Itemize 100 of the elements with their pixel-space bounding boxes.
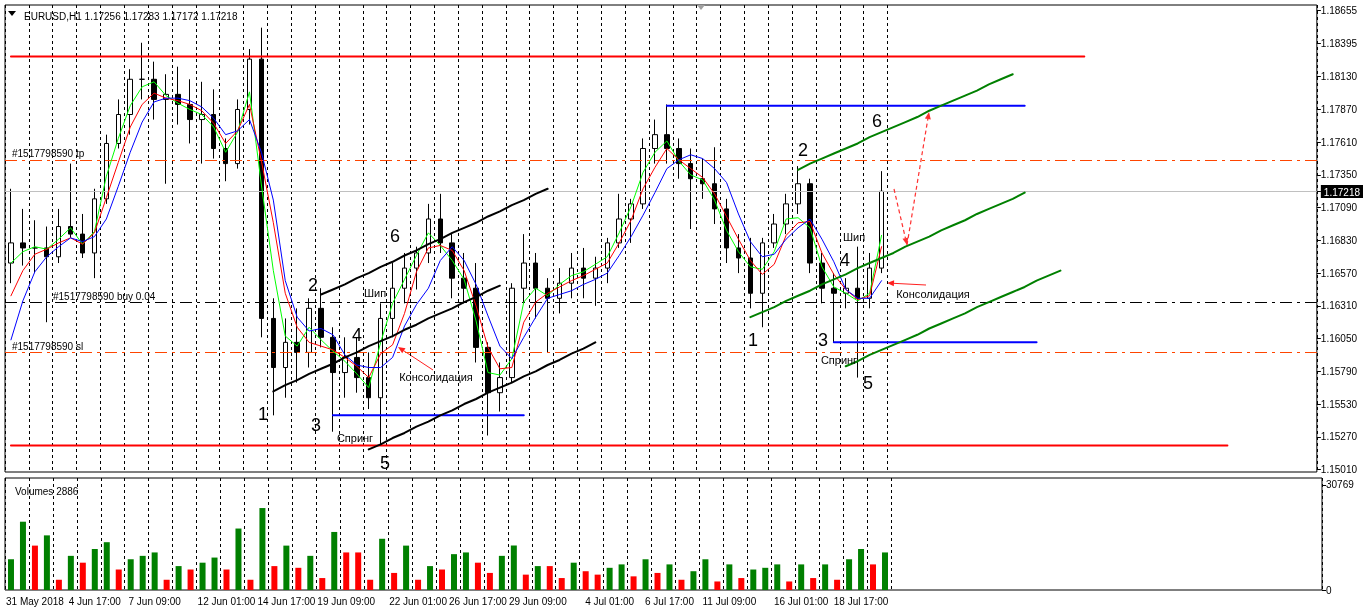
bar (666, 564, 673, 590)
bar (522, 574, 529, 590)
bar (439, 569, 445, 590)
bar (295, 567, 302, 590)
bar (7, 559, 14, 590)
candlestick (783, 193, 789, 235)
line-series (749, 191, 1026, 319)
bar (702, 559, 709, 590)
y-tick-label: 1.17090 (1320, 202, 1358, 214)
bar (367, 579, 374, 590)
candlestick (807, 178, 813, 274)
annotation: 6 (871, 111, 883, 131)
x-tick-label: 12 Jun 01:00 (197, 595, 256, 607)
bar (882, 552, 888, 590)
ref-line-label: #1517798590 buy 0.04 (53, 290, 156, 302)
bar (163, 579, 170, 590)
bar (139, 555, 146, 590)
bar (307, 555, 314, 590)
bar (486, 572, 493, 590)
bar (642, 559, 649, 590)
candlestick (533, 252, 538, 319)
x-tick-label: 16 Jul 01:00 (773, 595, 829, 607)
annotation: Консолидация (399, 371, 473, 383)
bar (127, 559, 134, 590)
annotation: Консолидация (896, 288, 970, 300)
bar (822, 564, 829, 590)
bar (726, 564, 733, 590)
annotation: 6 (389, 226, 401, 246)
bar (846, 559, 853, 590)
candlestick (795, 165, 801, 215)
y-tick-label: 1.17350 (1320, 169, 1358, 181)
annotation: 1 (747, 330, 759, 350)
y-tick-label: 1.16050 (1320, 333, 1358, 345)
candlestick (8, 188, 14, 284)
y-tick-label: 30769 (1326, 479, 1355, 491)
candlestick (771, 213, 777, 249)
bar (211, 557, 218, 590)
bar (331, 531, 338, 590)
bar (235, 528, 242, 590)
candlestick (139, 42, 145, 100)
x-tick-label: 19 Jun 09:00 (317, 595, 376, 607)
bar (379, 538, 386, 590)
y-tick-label: 1.15790 (1320, 365, 1358, 377)
bar (570, 562, 577, 590)
y-tick-label: 1.17870 (1320, 103, 1358, 115)
y-tick-label: 1.17610 (1320, 136, 1358, 148)
bar (343, 552, 350, 590)
annotation: 2 (797, 140, 809, 160)
bar (606, 567, 613, 590)
bar (510, 545, 517, 590)
y-tick-label: 1.16830 (1320, 234, 1358, 246)
bar (630, 576, 637, 590)
y-tick-label: 1.16310 (1320, 300, 1358, 312)
x-tick-label: 4 Jun 17:00 (68, 595, 122, 607)
candlestick (521, 233, 527, 304)
bar (355, 552, 362, 590)
bar (762, 567, 769, 590)
y-tick-label: 1.16570 (1320, 267, 1358, 279)
bar (103, 542, 110, 590)
candlestick (438, 193, 443, 254)
bar (498, 555, 505, 590)
bar (690, 571, 697, 590)
bar (427, 566, 434, 590)
annotation: 3 (310, 415, 322, 435)
bar (319, 578, 326, 590)
bar (714, 581, 721, 590)
bar (678, 579, 685, 590)
bar (834, 579, 841, 590)
candlestick (294, 307, 300, 384)
y-tick-label: 1.18130 (1320, 71, 1358, 83)
x-tick-label: 22 Jun 01:00 (389, 595, 448, 607)
x-tick-label: 14 Jun 17:00 (257, 595, 316, 607)
bar (798, 564, 805, 590)
ref-line-label: #1517798590 sl (12, 340, 84, 352)
bar (870, 564, 877, 590)
bar (283, 545, 290, 590)
bar (391, 572, 398, 590)
bar (151, 552, 158, 590)
bar (199, 562, 206, 590)
y-tick-label: 1.15010 (1320, 463, 1358, 475)
x-tick-label: 18 Jul 17:00 (833, 595, 889, 607)
bar (558, 578, 565, 590)
bar (786, 581, 793, 590)
bar (247, 579, 254, 590)
x-tick-label: 29 Jun 09:00 (508, 595, 568, 607)
bar (415, 579, 422, 590)
candlestick (688, 148, 693, 230)
x-tick-label: 6 Jul 17:00 (645, 595, 695, 607)
bar (618, 564, 625, 590)
annotation: Спринг (336, 432, 374, 444)
bar (55, 579, 62, 590)
bar (858, 549, 865, 590)
bar (810, 578, 817, 590)
x-tick-label: 26 Jun 17:00 (449, 595, 508, 607)
annotation: 4 (351, 325, 363, 345)
bar (271, 566, 278, 590)
bar (91, 549, 98, 590)
x-tick-label: 4 Jul 01:00 (585, 595, 635, 607)
bar (546, 566, 553, 590)
bar (175, 566, 182, 590)
